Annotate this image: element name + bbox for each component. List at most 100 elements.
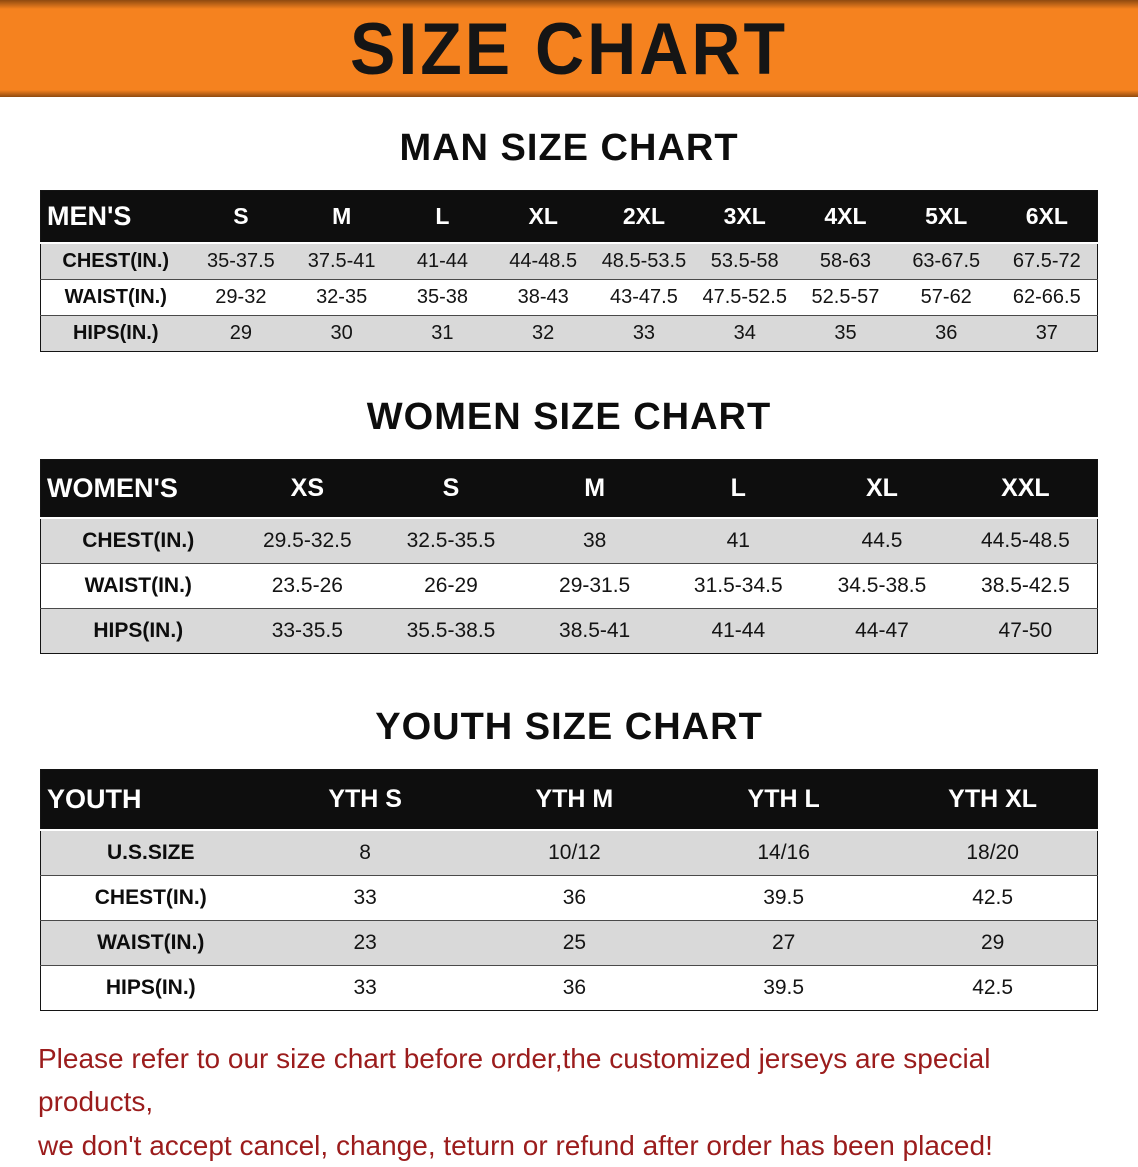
size-column-header: XXL: [953, 459, 1098, 519]
size-value-cell: 18/20: [966, 841, 1019, 864]
size-value-cell: 43-47.5: [610, 286, 678, 308]
table-row: WAIST(IN.) 29-32 32-35 35-38 38-43 43-47.5 47.…: [40, 279, 1098, 316]
size-value-cell: 23.5-26: [271, 574, 343, 597]
size-value-cell: 29: [980, 931, 1005, 954]
size-value-cell: 57-62: [920, 286, 972, 308]
size-column-header: 4XL: [795, 190, 896, 244]
size-value-cell: 63-67.5: [912, 250, 981, 272]
men-size-section: MAN SIZE CHART MEN'S S M L XL 2XL 3XL 4XL 5XL 6XL…: [0, 127, 1138, 352]
size-value-cell: 10/12: [548, 841, 601, 864]
size-column-header: 5XL: [895, 190, 997, 244]
size-value-cell: 32-35: [316, 286, 368, 308]
size-value-cell: 33-35.5: [271, 619, 343, 642]
size-column-header: 3XL: [694, 190, 796, 244]
size-column-header: S: [379, 459, 523, 519]
men-size-table: MEN'S S M L XL 2XL 3XL 4XL 5XL 6XL CHEST(IN.) 35-37…: [40, 190, 1098, 352]
size-value-cell: 35: [834, 322, 857, 344]
row-label: WAIST(IN.): [64, 286, 167, 308]
table-header-row: MEN'S S M L XL 2XL 3XL 4XL 5XL 6XL: [40, 190, 1098, 244]
size-value-cell: 41-44: [711, 619, 766, 642]
size-value-cell: 47-50: [998, 619, 1053, 642]
size-value-cell: 44-47: [855, 619, 909, 642]
size-column-header: XL: [492, 190, 594, 244]
size-value-cell: 25: [562, 931, 587, 954]
youth-section-heading: YOUTH SIZE CHART: [375, 706, 763, 748]
men-section-heading: MAN SIZE CHART: [399, 127, 739, 169]
size-value-cell: 35.5-38.5: [406, 619, 496, 642]
size-column-header: L: [392, 190, 493, 244]
disclaimer: Please refer to our size chart before or…: [0, 1037, 1138, 1167]
youth-size-section: YOUTH SIZE CHART YOUTH YTH S YTH M YTH L YTH…: [0, 706, 1138, 1011]
size-value-cell: 36: [935, 322, 958, 344]
size-value-cell: 30: [330, 322, 353, 344]
size-value-cell: 39.5: [763, 886, 805, 909]
size-value-cell: 52.5-57: [811, 286, 880, 308]
size-column-header: 6XL: [996, 190, 1098, 244]
size-value-cell: 34: [733, 322, 756, 344]
size-value-cell: 38: [582, 529, 607, 552]
size-value-cell: 14/16: [757, 841, 810, 864]
size-value-cell: 35-38: [416, 286, 468, 308]
size-column-header: M: [291, 190, 393, 244]
size-value-cell: 41: [726, 529, 750, 552]
size-value-cell: 32.5-35.5: [406, 529, 496, 552]
table-row: U.S.SIZE 8 10/12 14/16 18/20: [40, 830, 1098, 876]
size-value-cell: 42.5: [972, 886, 1014, 909]
size-value-cell: 36: [562, 976, 587, 999]
size-value-cell: 44-48.5: [509, 250, 578, 272]
size-column-header: XL: [810, 459, 954, 519]
size-value-cell: 42.5: [972, 976, 1014, 999]
row-label: CHEST(IN.): [62, 250, 170, 272]
row-label: HIPS(IN.): [105, 976, 196, 999]
size-value-cell: 38-43: [517, 286, 569, 308]
table-header-row: YOUTH YTH S YTH M YTH L YTH XL: [40, 769, 1098, 831]
size-column-header: 2XL: [593, 190, 695, 244]
size-column-header: YTH M: [469, 769, 679, 831]
size-value-cell: 34.5-38.5: [837, 574, 927, 597]
size-value-cell: 31: [431, 322, 454, 344]
size-value-cell: 38.5-42.5: [981, 574, 1070, 597]
size-value-cell: 38.5-41: [559, 619, 631, 642]
row-label: HIPS(IN.): [72, 322, 159, 344]
size-value-cell: 29.5-32.5: [262, 529, 352, 552]
row-label: CHEST(IN.): [82, 529, 195, 552]
size-column-header: YTH S: [260, 769, 470, 831]
size-value-cell: 26-29: [424, 574, 478, 597]
size-value-cell: 29: [229, 322, 252, 344]
table-row: CHEST(IN.) 33 36 39.5 42.5: [40, 875, 1098, 921]
size-value-cell: 29-32: [215, 286, 267, 308]
banner-title: SIZE CHART: [350, 7, 788, 90]
size-value-cell: 23: [353, 931, 377, 954]
row-label: WAIST(IN.): [97, 931, 205, 954]
table-row: HIPS(IN.) 33-35.5 35.5-38.5 38.5-41 41-44 44-…: [40, 608, 1098, 654]
size-column-header: L: [666, 459, 811, 519]
table-row: WAIST(IN.) 23 25 27 29: [40, 920, 1098, 966]
size-value-cell: 37: [1035, 322, 1058, 344]
disclaimer-line-1: Please refer to our size chart before or…: [38, 1043, 991, 1118]
table-header-row: WOMEN'S XS S M L XL XXL: [40, 459, 1098, 519]
size-value-cell: 62-66.5: [1012, 286, 1081, 308]
disclaimer-line-2: we don't accept cancel, change, teturn o…: [38, 1129, 993, 1161]
size-column-header: YTH XL: [888, 769, 1098, 831]
size-value-cell: 36: [562, 886, 587, 909]
size-value-cell: 39.5: [763, 976, 805, 999]
size-value-cell: 35-37.5: [206, 250, 275, 272]
size-column-header: XS: [235, 459, 380, 519]
size-column-header: YTH L: [679, 769, 889, 831]
size-value-cell: 44.5: [861, 529, 903, 552]
row-label: U.S.SIZE: [106, 841, 195, 864]
size-value-cell: 44.5-48.5: [981, 529, 1070, 552]
size-value-cell: 29-31.5: [559, 574, 631, 597]
size-value-cell: 32: [532, 322, 555, 344]
women-section-heading: WOMEN SIZE CHART: [366, 396, 772, 438]
youth-size-table: YOUTH YTH S YTH M YTH L YTH XL U.S.SIZE 8 10/12…: [40, 769, 1098, 1011]
row-label: HIPS(IN.): [93, 619, 184, 642]
size-column-header: S: [190, 190, 292, 244]
size-value-cell: 41-44: [416, 250, 468, 272]
size-value-cell: 37.5-41: [307, 250, 376, 272]
size-value-cell: 31.5-34.5: [693, 574, 783, 597]
table-corner-label: YOUTH: [40, 769, 261, 831]
size-value-cell: 33: [353, 886, 377, 909]
row-label: WAIST(IN.): [84, 574, 192, 597]
banner: SIZE CHART: [0, 0, 1138, 97]
